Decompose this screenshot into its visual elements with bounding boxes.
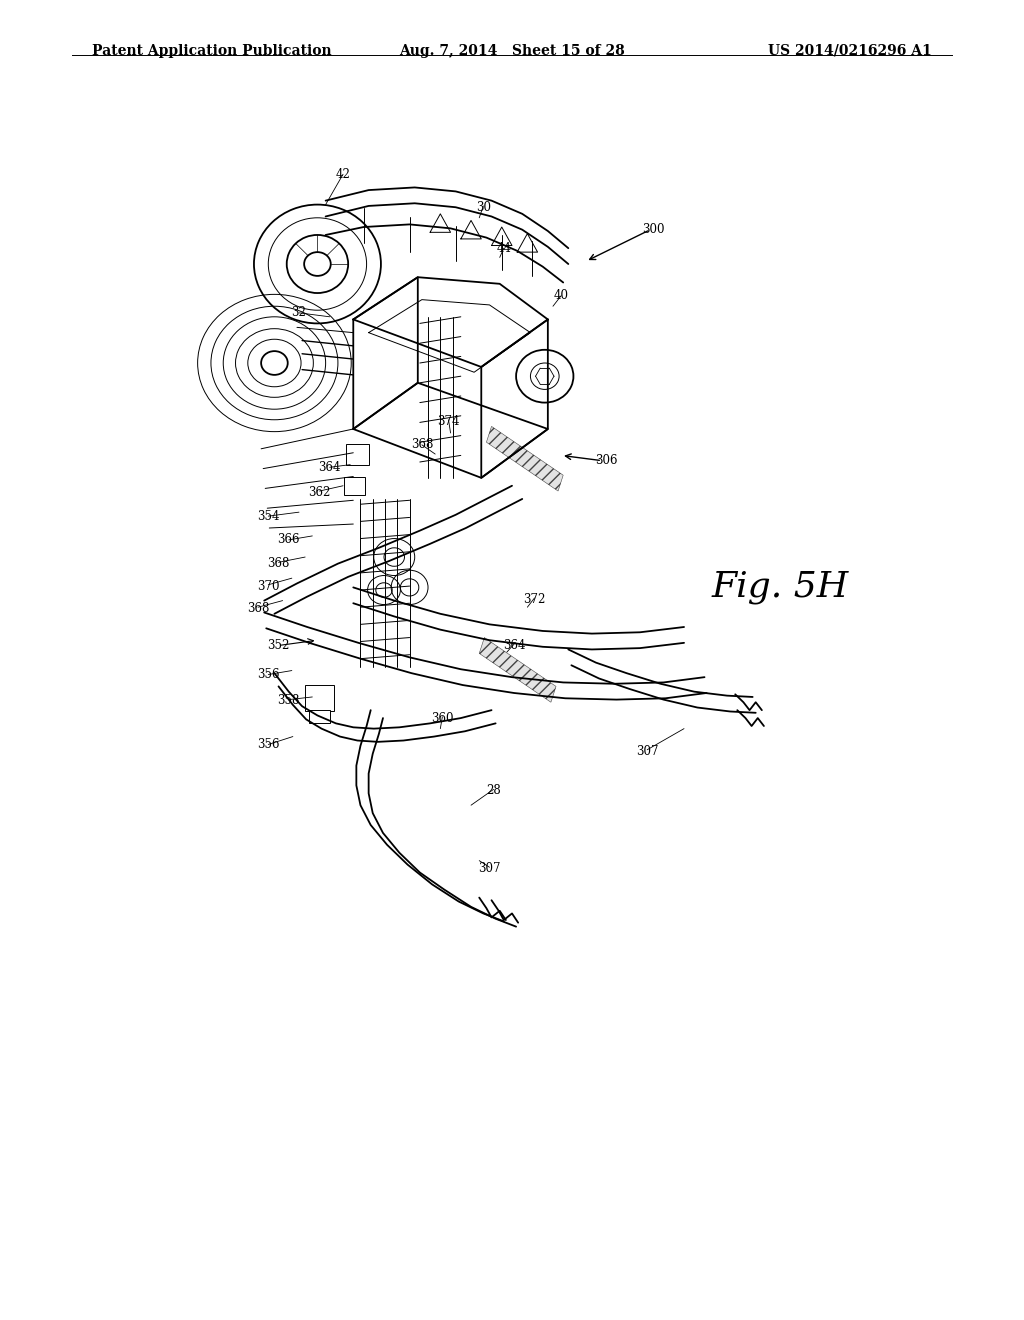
Text: 354: 354 bbox=[257, 510, 280, 523]
Text: 372: 372 bbox=[523, 593, 546, 606]
Text: Fig. 5H: Fig. 5H bbox=[712, 570, 849, 605]
Text: 307: 307 bbox=[636, 744, 658, 758]
Text: 370: 370 bbox=[257, 579, 280, 593]
Text: Aug. 7, 2014   Sheet 15 of 28: Aug. 7, 2014 Sheet 15 of 28 bbox=[399, 44, 625, 58]
Text: 352: 352 bbox=[267, 639, 290, 652]
Text: 44: 44 bbox=[497, 242, 511, 255]
Text: 358: 358 bbox=[278, 694, 300, 708]
Bar bbox=[309, 710, 330, 723]
Text: 360: 360 bbox=[431, 711, 454, 725]
Polygon shape bbox=[479, 638, 556, 702]
Text: Patent Application Publication: Patent Application Publication bbox=[92, 44, 332, 58]
Text: 356: 356 bbox=[257, 738, 280, 751]
Text: 374: 374 bbox=[437, 414, 460, 428]
Text: 364: 364 bbox=[503, 639, 525, 652]
Text: 364: 364 bbox=[318, 461, 341, 474]
Text: 300: 300 bbox=[642, 223, 665, 236]
Text: 32: 32 bbox=[292, 306, 306, 319]
Text: 368: 368 bbox=[267, 557, 290, 570]
Text: 368: 368 bbox=[411, 438, 433, 451]
Text: 42: 42 bbox=[336, 168, 350, 181]
Bar bbox=[344, 477, 365, 495]
Bar bbox=[346, 444, 369, 465]
Text: 362: 362 bbox=[308, 486, 331, 499]
Text: 356: 356 bbox=[257, 668, 280, 681]
Text: 306: 306 bbox=[595, 454, 617, 467]
Text: US 2014/0216296 A1: US 2014/0216296 A1 bbox=[768, 44, 932, 58]
Text: 30: 30 bbox=[476, 201, 490, 214]
Text: 368: 368 bbox=[247, 602, 269, 615]
Text: 40: 40 bbox=[554, 289, 568, 302]
Text: 28: 28 bbox=[486, 784, 501, 797]
Text: 366: 366 bbox=[278, 533, 300, 546]
Bar bbox=[305, 685, 334, 711]
Text: 307: 307 bbox=[478, 862, 501, 875]
Polygon shape bbox=[486, 426, 563, 491]
